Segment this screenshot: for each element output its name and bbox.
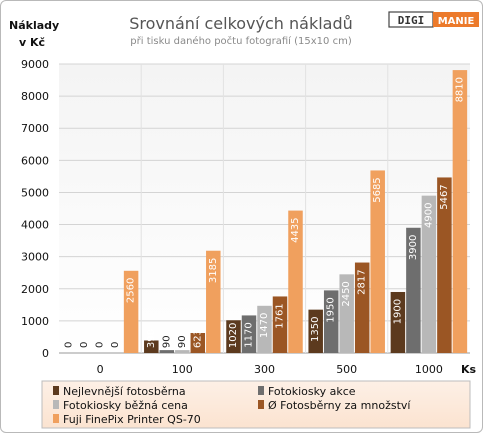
y-axis-label-line-1: Náklady [9, 19, 59, 32]
legend: Nejlevnější fotosběrna Fotokiosky akce Fot… [53, 385, 411, 426]
legend-swatch [258, 386, 264, 395]
data-label: 5467 [439, 184, 450, 209]
x-tick-label: 500 [336, 363, 357, 376]
chart-title: Srovnání celkových nákladů [129, 14, 353, 33]
chart-subtitle: při tisku daného počtu fotografií (15x10… [130, 35, 352, 47]
data-label: 0 [64, 342, 75, 348]
data-label: 0 [79, 342, 90, 348]
y-tick-label: 0 [42, 347, 49, 360]
data-label: 2450 [341, 281, 352, 306]
bar [288, 210, 303, 353]
data-label: 1350 [310, 317, 321, 342]
y-tick-label: 1000 [21, 315, 49, 328]
bar [272, 296, 288, 353]
bar [421, 195, 437, 353]
data-label: 1900 [392, 299, 403, 324]
bar [226, 320, 241, 353]
bar [406, 227, 421, 353]
data-label: 4900 [423, 203, 434, 228]
data-label: 0 [95, 342, 106, 348]
y-axis-ticks: 0 1000 2000 3000 4000 5000 6000 7000 8000 9000 [21, 58, 49, 360]
legend-label: Fuji FinePix Printer QS-70 [63, 413, 201, 426]
x-axis-ticks: 0 100 300 500 1000 [97, 363, 443, 376]
data-label: 2817 [357, 269, 368, 294]
logo-left-text: DIGI [398, 14, 425, 27]
legend-swatch [53, 400, 59, 409]
data-label: 4435 [290, 217, 301, 242]
bar [190, 332, 206, 353]
bar [370, 170, 385, 353]
y-tick-label: 4000 [21, 219, 49, 232]
legend-label: Ø Fotosběrny za množství [268, 399, 411, 412]
data-label: 3900 [408, 235, 419, 260]
bar [390, 291, 406, 353]
legend-label: Nejlevnější fotosběrna [63, 385, 186, 398]
bar [339, 274, 354, 353]
bar [144, 340, 159, 353]
data-label: 90 [161, 335, 172, 348]
data-label: 90 [177, 335, 188, 348]
logo: DIGI MANIE [388, 11, 479, 28]
data-label: 8810 [454, 77, 465, 102]
legend-box [41, 380, 471, 429]
bar [175, 350, 190, 353]
bar [437, 177, 452, 353]
bar [452, 70, 468, 354]
y-tick-label: 5000 [21, 186, 49, 199]
legend-swatch [258, 400, 264, 409]
x-tick-label: 100 [172, 363, 193, 376]
bar [159, 350, 175, 353]
y-tick-label: 8000 [21, 90, 49, 103]
data-label: 623 [192, 329, 203, 348]
y-axis-label-line-2: v Kč [19, 36, 45, 49]
y-tick-label: 6000 [21, 154, 49, 167]
data-label: 3185 [208, 258, 219, 283]
y-tick-label: 9000 [21, 58, 49, 71]
bar [323, 290, 339, 353]
x-tick-label: 1000 [415, 363, 443, 376]
bar [206, 250, 221, 353]
data-label: 390 [146, 329, 157, 348]
legend-label: Fotokiosky běžná cena [63, 399, 188, 412]
x-axis-label: Ks [461, 363, 477, 376]
y-tick-label: 7000 [21, 122, 49, 135]
bar [257, 305, 272, 353]
bar [308, 309, 323, 353]
bars [123, 70, 468, 354]
y-tick-label: 2000 [21, 283, 49, 296]
gridlines [59, 63, 470, 354]
legend-swatch [53, 414, 59, 423]
bar [354, 262, 370, 353]
data-label: 1950 [326, 297, 337, 322]
data-label: 2560 [126, 278, 137, 303]
data-label: 1020 [228, 323, 239, 348]
logo-right-text: MANIE [438, 16, 475, 27]
data-label: 5685 [372, 177, 383, 202]
y-tick-label: 3000 [21, 251, 49, 264]
legend-label: Fotokiosky akce [268, 385, 356, 398]
x-tick-label: 300 [254, 363, 275, 376]
data-label: 1470 [259, 313, 270, 338]
bar [123, 270, 139, 353]
legend-swatch [53, 386, 59, 395]
data-label: 1170 [244, 322, 255, 347]
data-label: 1761 [275, 303, 286, 328]
data-label: 0 [110, 342, 121, 348]
x-tick-label: 0 [97, 363, 104, 376]
bar [241, 315, 257, 353]
